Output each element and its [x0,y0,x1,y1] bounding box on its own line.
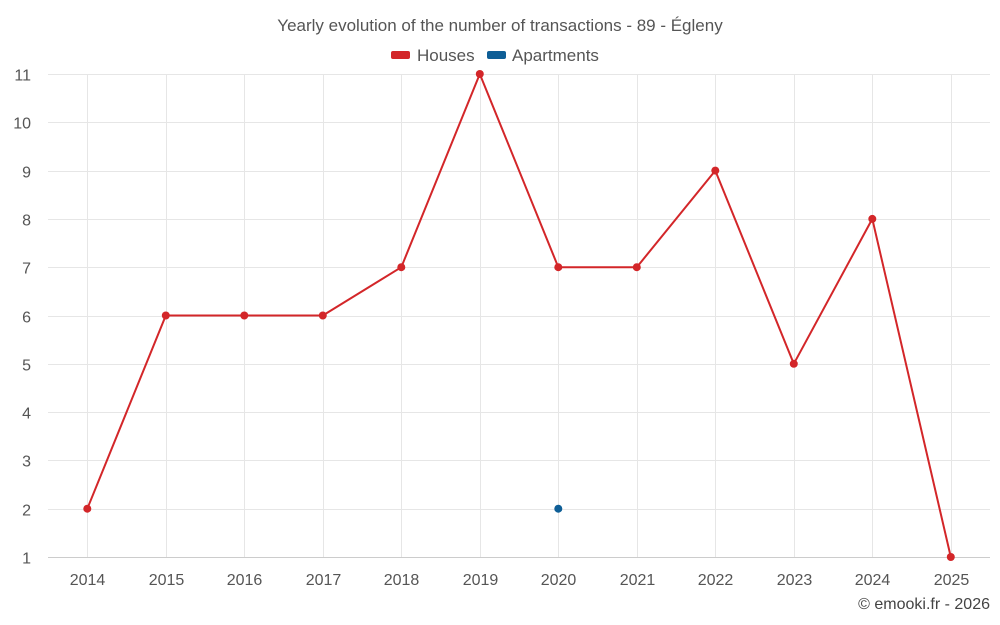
data-point-houses[interactable] [475,70,484,78]
y-tick-label: 1 [22,551,31,568]
data-point-houses[interactable] [711,166,720,175]
y-tick-label: 6 [22,310,31,327]
x-tick-label: 2018 [384,572,420,589]
x-tick-label: 2019 [463,572,499,589]
y-tick-label: 7 [22,261,31,278]
credit-text: © emooki.fr - 2026 [858,596,990,613]
data-point-houses[interactable] [83,504,92,513]
x-tick-label: 2021 [620,572,656,589]
legend-swatch-apartments [487,51,506,59]
y-axis-ticks: 1 2 3 4 5 6 7 8 9 10 11 [13,68,31,568]
data-point-houses[interactable] [554,263,563,272]
data-point-houses[interactable] [318,311,327,320]
legend-swatch-houses [391,51,410,59]
x-tick-label: 2023 [777,572,813,589]
y-tick-label: 8 [22,213,31,230]
x-tick-label: 2014 [70,572,106,589]
x-tick-label: 2022 [698,572,734,589]
legend-label-houses: Houses [417,46,475,65]
data-point-houses[interactable] [868,214,877,223]
y-tick-label: 11 [14,68,31,85]
data-point-houses[interactable] [789,359,798,368]
data-point-houses[interactable] [240,311,249,320]
legend: Houses Apartments [391,46,599,65]
x-tick-label: 2024 [855,572,891,589]
data-point-houses[interactable] [397,263,406,272]
data-point-apartments[interactable] [554,504,563,513]
series [83,70,955,561]
chart-title: Yearly evolution of the number of transa… [277,16,723,35]
x-axis-ticks: 2014 2015 2016 2017 2018 2019 2020 2021 2022 2023… [70,572,970,589]
legend-label-apartments: Apartments [512,46,599,65]
y-tick-label: 3 [22,454,31,471]
series-line-houses [86,73,952,558]
y-tick-label: 5 [22,358,31,375]
legend-item-apartments[interactable]: Apartments [487,46,599,65]
data-point-houses[interactable] [161,311,170,320]
data-point-houses[interactable] [632,263,641,272]
data-point-houses[interactable] [946,553,955,561]
y-tick-label: 2 [22,503,31,520]
x-tick-label: 2017 [306,572,342,589]
x-tick-label: 2016 [227,572,263,589]
y-tick-label: 9 [22,165,31,182]
x-tick-label: 2020 [541,572,577,589]
y-tick-label: 4 [22,406,31,423]
x-tick-label: 2015 [149,572,185,589]
y-tick-label: 10 [13,116,31,133]
legend-item-houses[interactable]: Houses [391,46,475,65]
x-tick-label: 2025 [934,572,970,589]
